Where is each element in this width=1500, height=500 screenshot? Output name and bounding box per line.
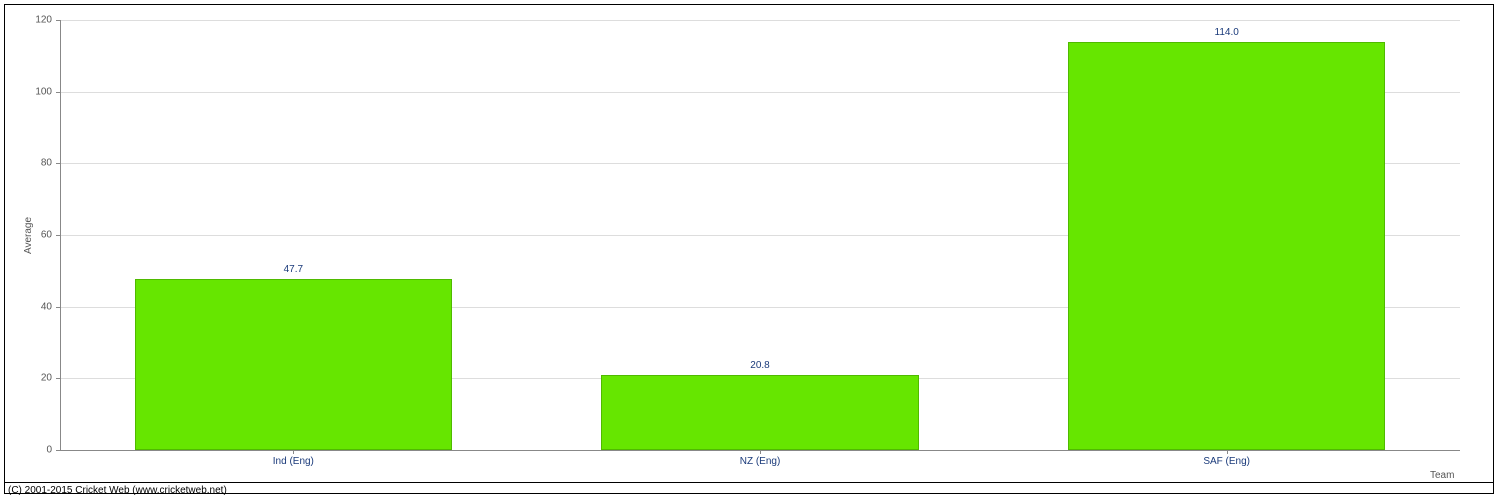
- y-axis-title: Average: [23, 217, 34, 254]
- footer-separator: [5, 482, 1493, 483]
- bar-value-label: 47.7: [284, 264, 303, 275]
- y-tick-label: 20: [30, 373, 52, 384]
- y-tick-label: 80: [30, 158, 52, 169]
- x-tick-label: Ind (Eng): [273, 456, 314, 467]
- bar: [1068, 42, 1385, 451]
- y-tick-label: 100: [30, 86, 52, 97]
- y-tick-label: 120: [30, 15, 52, 26]
- x-tick-mark: [760, 450, 761, 454]
- y-axis-line: [60, 20, 61, 450]
- bar-value-label: 114.0: [1215, 27, 1239, 38]
- x-tick-mark: [293, 450, 294, 454]
- x-tick-mark: [1227, 450, 1228, 454]
- bar: [601, 375, 918, 450]
- bar-value-label: 20.8: [750, 360, 769, 371]
- x-tick-label: NZ (Eng): [740, 456, 781, 467]
- x-tick-label: SAF (Eng): [1203, 456, 1250, 467]
- grid-line: [60, 20, 1460, 21]
- y-tick-label: 40: [30, 301, 52, 312]
- footer-copyright: (C) 2001-2015 Cricket Web (www.cricketwe…: [8, 485, 227, 496]
- y-tick-label: 0: [30, 445, 52, 456]
- x-axis-title: Team: [1430, 470, 1454, 481]
- bar: [135, 279, 452, 450]
